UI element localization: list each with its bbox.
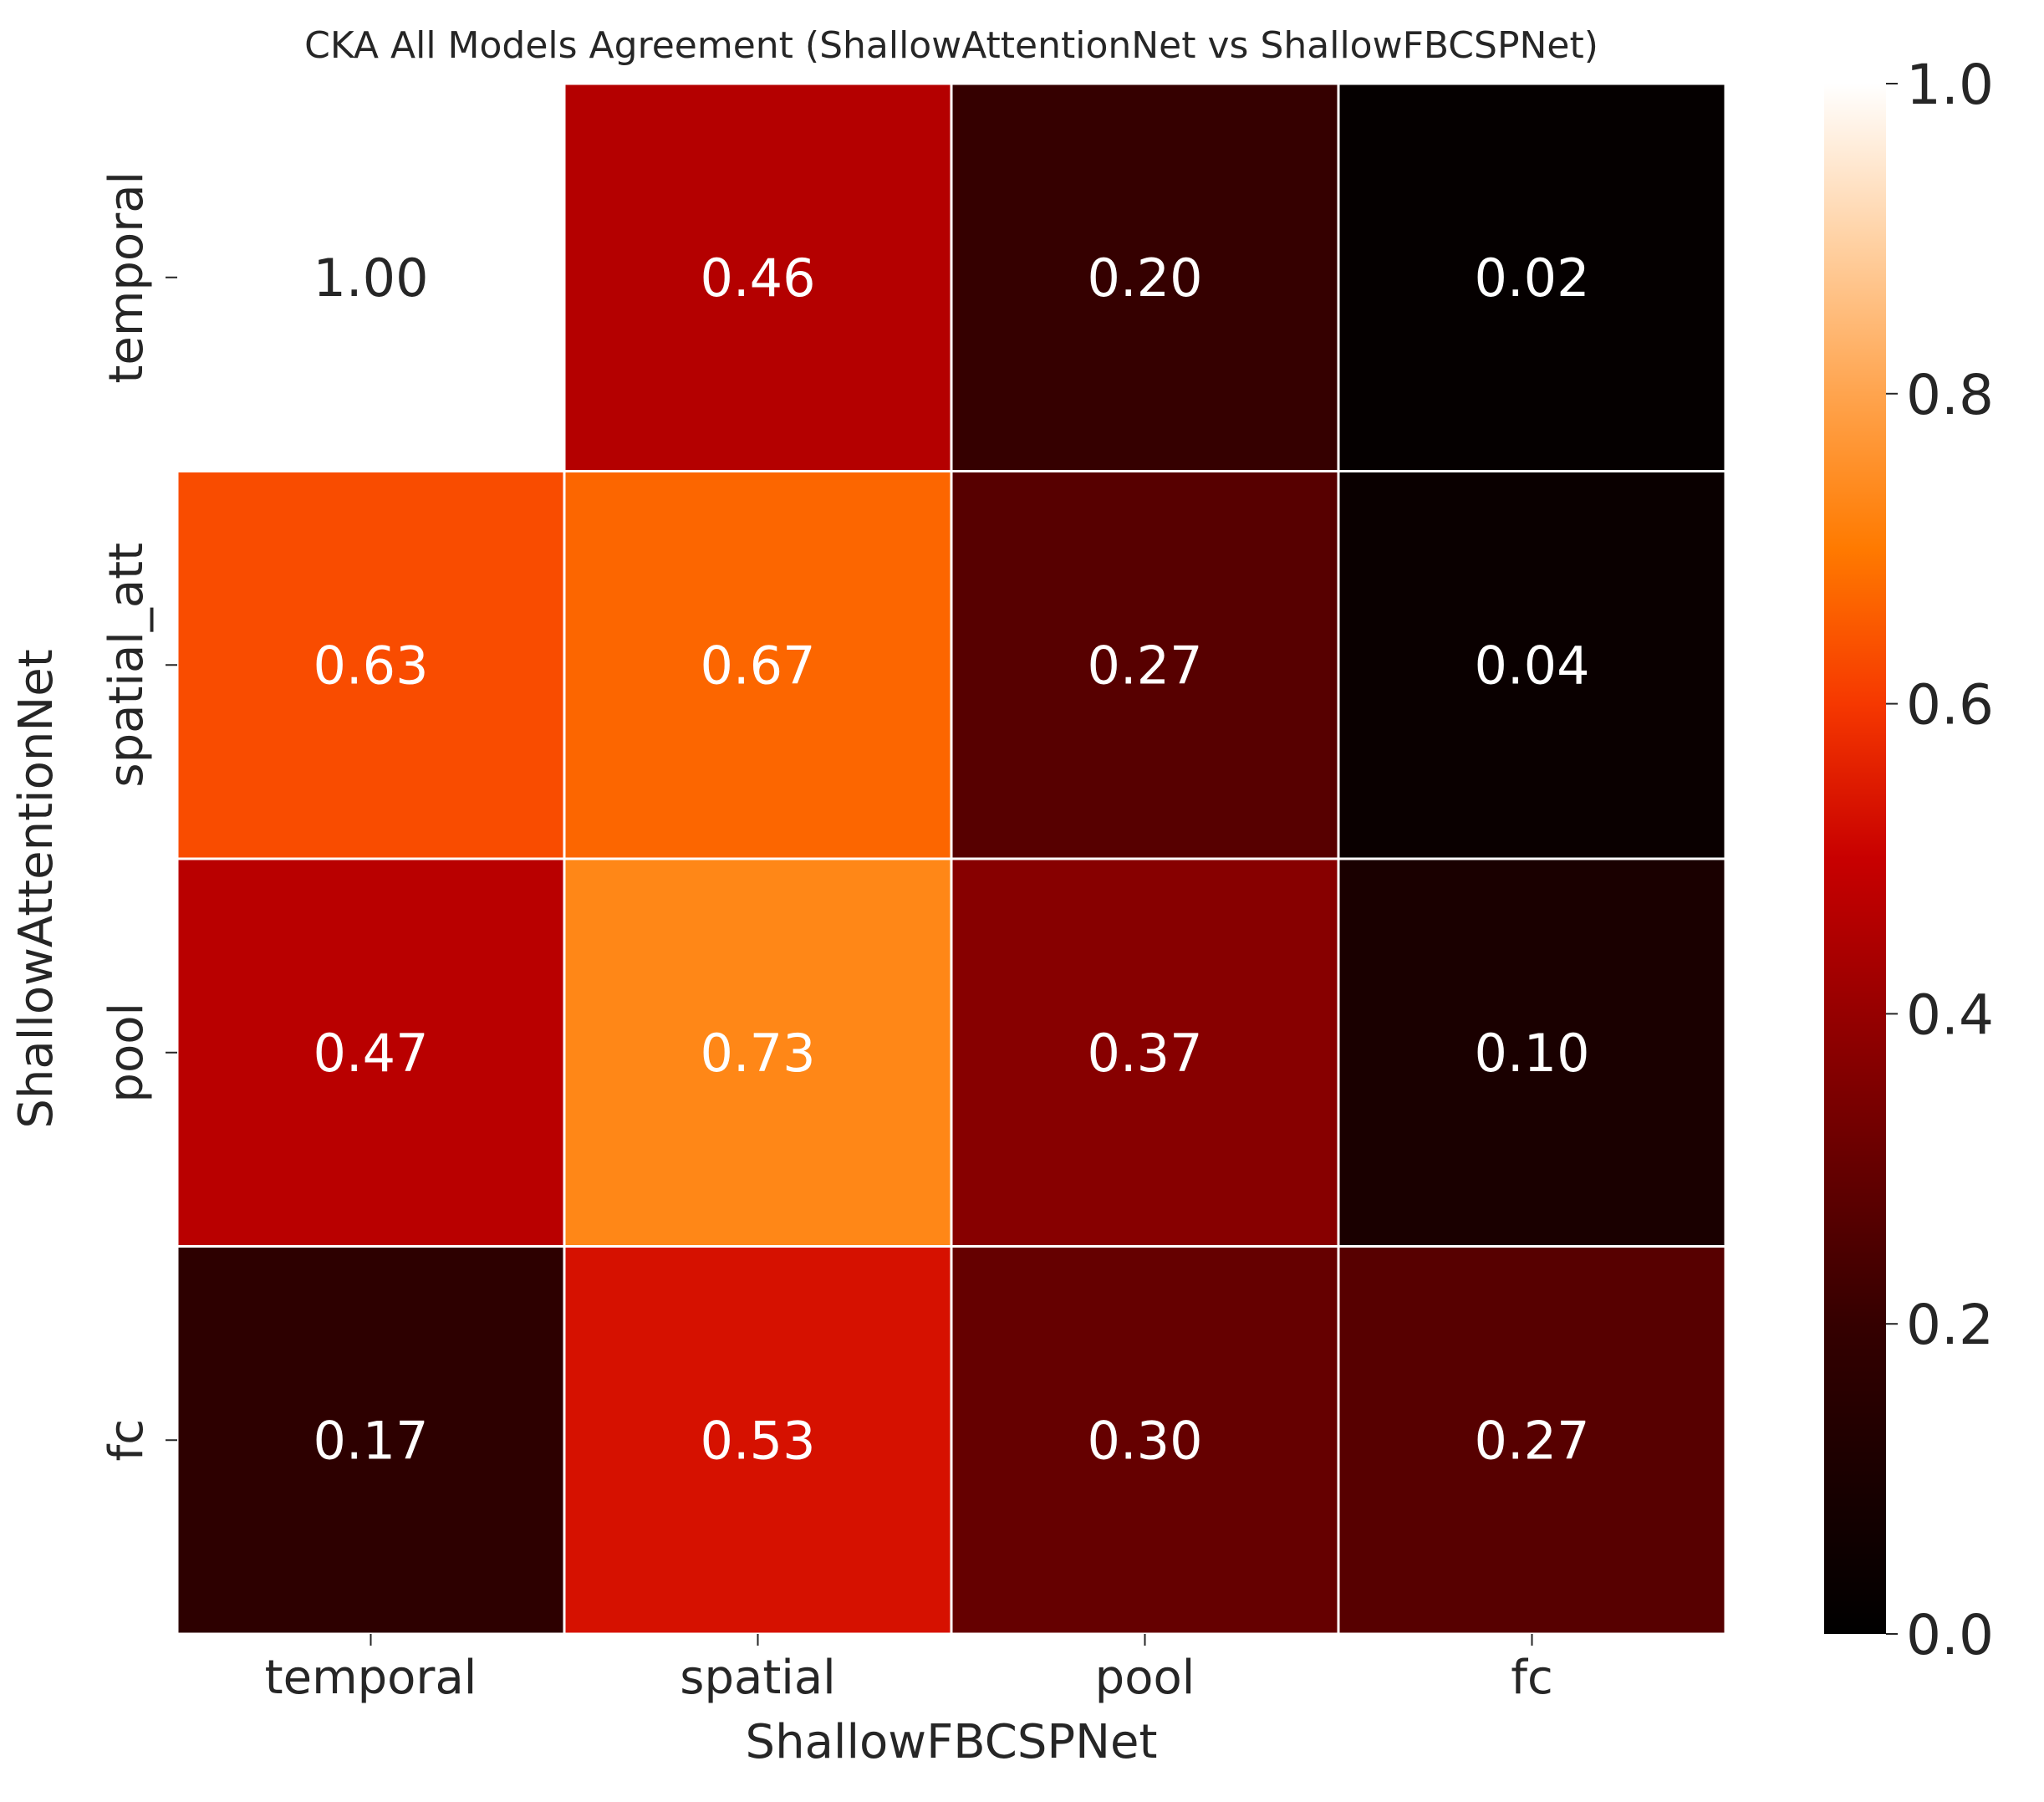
x-tick-label: pool [1095, 1651, 1195, 1705]
colorbar-tick-label: 0.4 [1906, 983, 1994, 1047]
x-axis-label: ShallowFBCSPNet [746, 1715, 1158, 1769]
x-tick-label: temporal [265, 1651, 477, 1705]
x-tick-label: spatial [680, 1651, 835, 1705]
colorbar-tick-label: 0.2 [1906, 1293, 1994, 1357]
heatmap-cell [563, 470, 953, 860]
heatmap-cell [1337, 82, 1727, 472]
colorbar-ticks: 0.0 0.2 0.4 0.6 0.8 1.0 [1886, 53, 1994, 1667]
colorbar-tick-label: 0.6 [1906, 673, 1994, 738]
heatmap-cell [176, 82, 566, 472]
cell-value-label: 0.67 [700, 635, 815, 696]
heatmap-cell [1337, 1245, 1727, 1636]
cell-value-label: 1.00 [313, 248, 428, 309]
heatmap-cell [176, 1245, 566, 1636]
cell-value-label: 0.04 [1474, 635, 1589, 696]
colorbar [1824, 84, 1886, 1634]
heatmap-cell [950, 1245, 1340, 1636]
heatmap-cell [563, 82, 953, 472]
y-tick-label: pool [99, 1003, 154, 1103]
heatmap-cell [563, 857, 953, 1248]
cell-value-label: 0.46 [700, 248, 815, 309]
y-tick-label: temporal [99, 171, 154, 384]
chart-title: CKA All Models Agreement (ShallowAttenti… [304, 24, 1598, 67]
cell-value-label: 0.17 [313, 1410, 428, 1471]
cell-value-label: 0.27 [1474, 1410, 1589, 1471]
heatmap-cell [176, 470, 566, 860]
heatmap-cell [1337, 470, 1727, 860]
heatmap-cells [176, 82, 1727, 1636]
heatmap-cell [1337, 857, 1727, 1248]
cell-value-label: 0.47 [313, 1023, 428, 1084]
y-tick-label: spatial_att [99, 543, 154, 788]
heatmap-cell [950, 82, 1340, 472]
cell-annotations: 1.00 0.46 0.20 0.02 0.63 0.67 0.27 0.04 0.47 0.73… [313, 248, 1589, 1472]
y-axis-label: ShallowAttentionNet [9, 649, 64, 1128]
cell-value-label: 0.73 [700, 1023, 815, 1084]
colorbar-tick-label: 0.8 [1906, 363, 1994, 427]
colorbar-tick-label: 1.0 [1906, 53, 1994, 117]
y-tick-label: fc [99, 1419, 154, 1462]
cell-value-label: 0.02 [1474, 248, 1589, 309]
heatmap-cell [563, 1245, 953, 1636]
cell-value-label: 0.20 [1087, 248, 1202, 309]
colorbar-tick-label: 0.0 [1906, 1603, 1994, 1667]
cell-value-label: 0.37 [1087, 1023, 1202, 1084]
x-axis-ticks: temporal spatial pool fc [265, 1634, 1553, 1705]
cell-value-label: 0.63 [313, 635, 428, 696]
cell-value-label: 0.27 [1087, 635, 1202, 696]
cell-value-label: 0.53 [700, 1410, 815, 1471]
cell-value-label: 0.30 [1087, 1410, 1202, 1471]
cell-value-label: 0.10 [1474, 1023, 1589, 1084]
x-tick-label: fc [1511, 1651, 1553, 1705]
heatmap-cell [950, 470, 1340, 860]
